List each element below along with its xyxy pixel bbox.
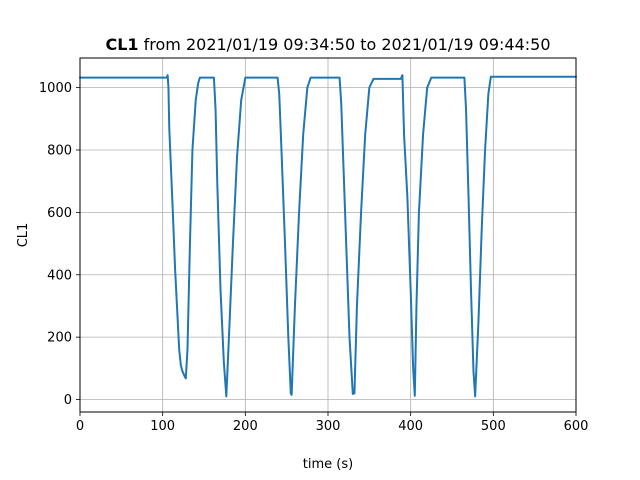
y-tick-label: 600 <box>47 206 72 221</box>
y-tick-label: 1000 <box>39 81 72 96</box>
x-tick-label: 600 <box>564 419 589 434</box>
x-tick-label: 200 <box>233 419 258 434</box>
x-axis-ticks: 0 100 200 300 400 500 600 <box>76 412 589 434</box>
y-tick-label: 800 <box>47 144 72 159</box>
chart-title-rest: from 2021/01/19 09:34:50 to 2021/01/19 0… <box>139 35 551 54</box>
y-tick-label: 400 <box>47 268 72 283</box>
x-axis-label: time (s) <box>303 457 353 472</box>
chart-title-bold: CL1 <box>105 35 138 54</box>
series-line <box>79 74 577 398</box>
x-tick-label: 500 <box>481 419 506 434</box>
y-axis-ticks: 0 200 400 600 800 1000 <box>39 81 80 408</box>
y-tick-label: 0 <box>64 393 72 408</box>
chart-title: CL1 from 2021/01/19 09:34:50 to 2021/01/… <box>105 35 550 54</box>
y-tick-label: 200 <box>47 331 72 346</box>
x-tick-label: 400 <box>398 419 423 434</box>
x-tick-label: 300 <box>316 419 341 434</box>
x-tick-label: 0 <box>76 419 84 434</box>
plot-area <box>79 74 577 398</box>
y-axis-label: CL1 <box>16 223 31 248</box>
grid-lines <box>79 58 577 412</box>
x-tick-label: 100 <box>150 419 175 434</box>
